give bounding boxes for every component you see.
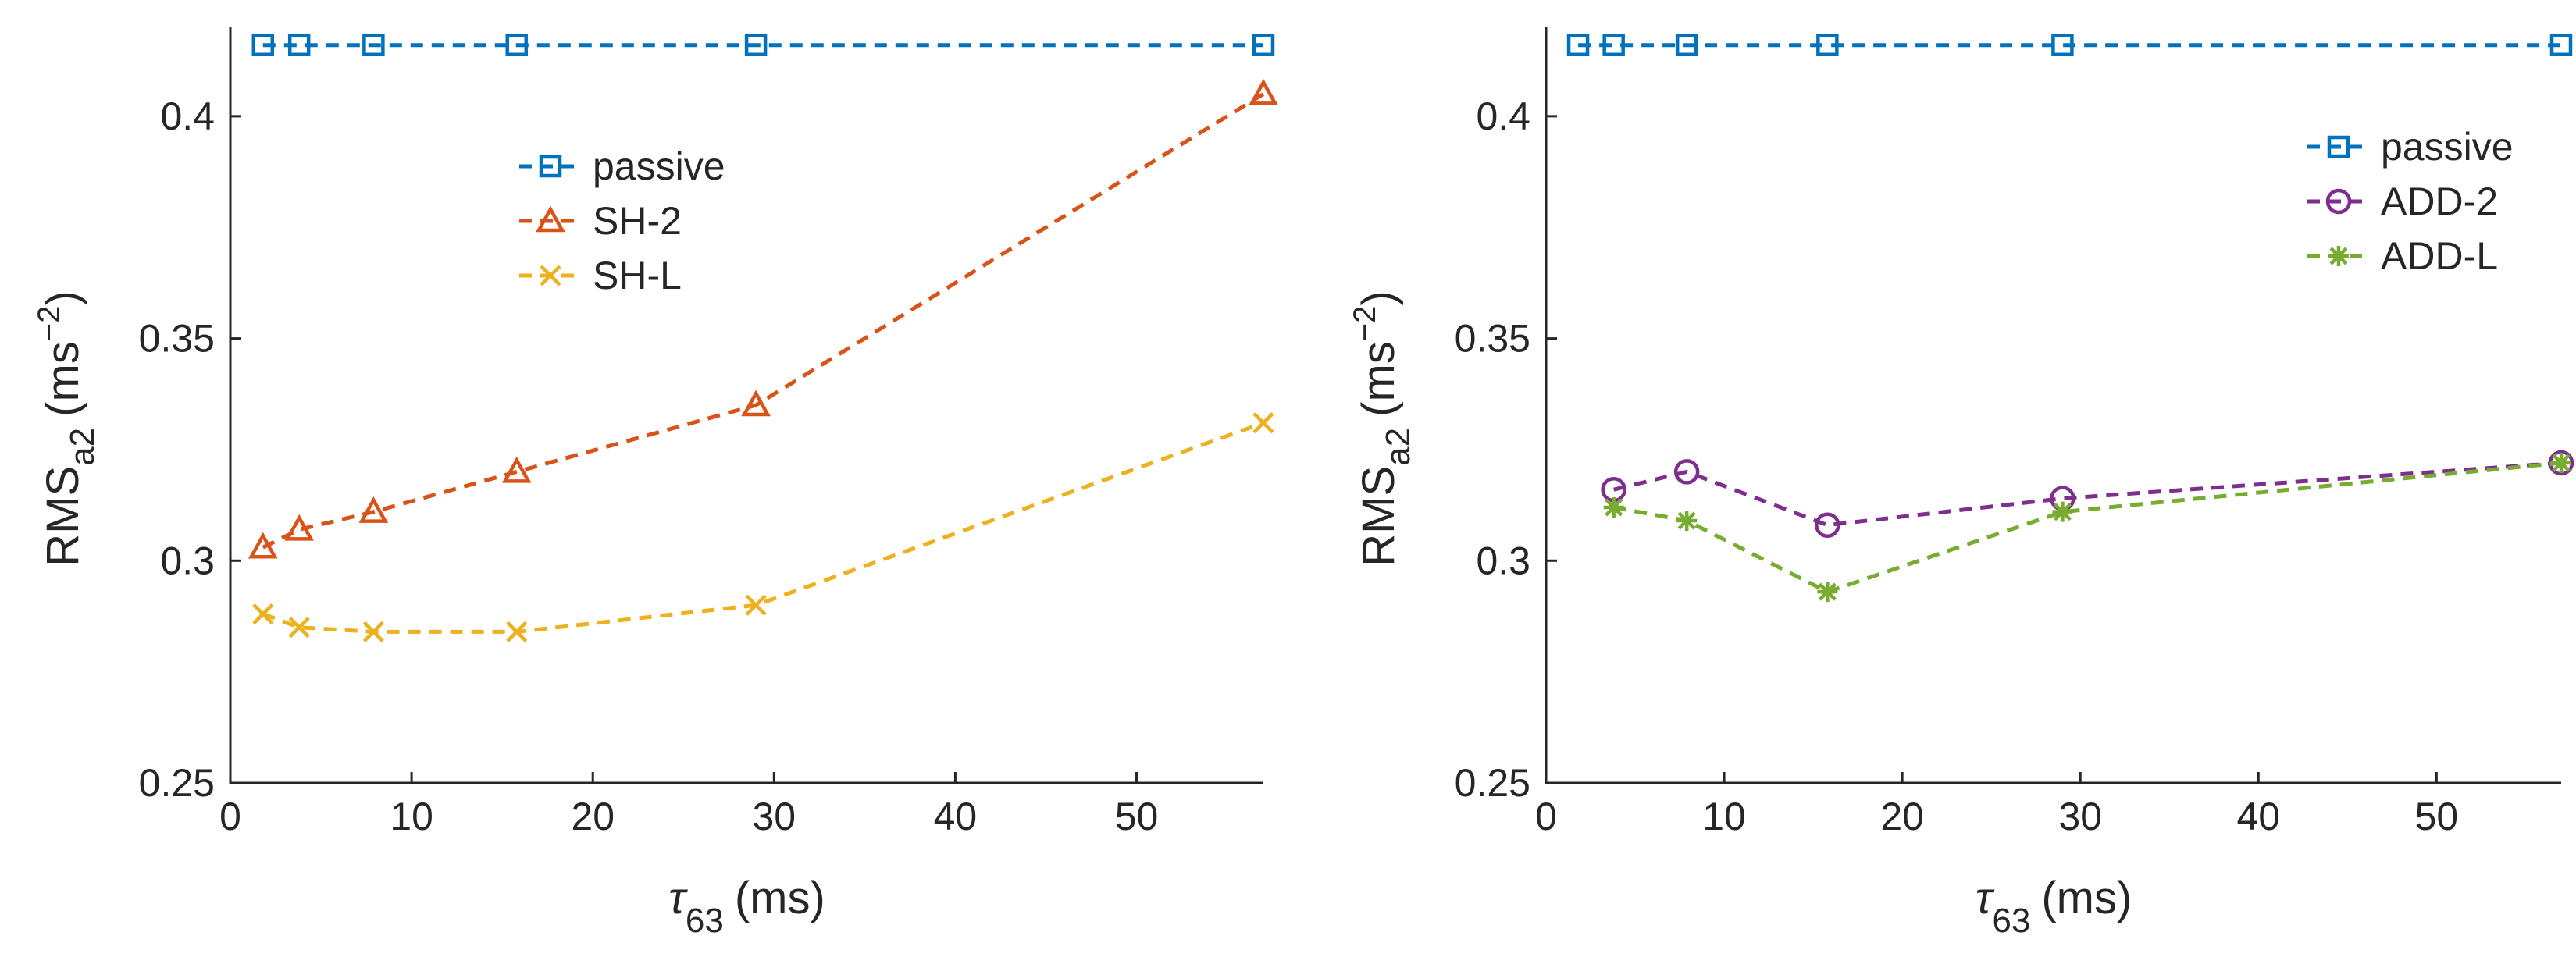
legend-marker (2327, 135, 2350, 158)
x-tick-label: 20 (571, 795, 615, 838)
x-tick-label: 40 (2236, 795, 2280, 838)
data-point (1676, 511, 1698, 532)
y-tick-label: 0.25 (1455, 761, 1530, 805)
data-point (2052, 501, 2073, 522)
axes-frame (229, 27, 1263, 784)
data-point (501, 456, 532, 483)
series-add-l (1603, 453, 2571, 603)
legend-label: ADD-2 (2381, 180, 2498, 223)
legend-marker (2328, 246, 2349, 266)
data-point (251, 34, 275, 57)
series-line (262, 421, 1264, 634)
x-tick-label: 10 (1702, 795, 1746, 838)
x-tick-label: 50 (1115, 795, 1159, 838)
series-sh-l (252, 412, 1274, 642)
x-tick-label: 0 (219, 795, 241, 838)
x-axis-symbol: τ (1976, 873, 1995, 923)
data-point (2551, 453, 2571, 474)
x-axis-symbol: τ (668, 873, 688, 923)
y-axis-main: RMS (1353, 466, 1404, 567)
series-line (262, 92, 1265, 550)
y-tick-label: 0.4 (1476, 94, 1530, 138)
legend-label: SH-2 (593, 199, 682, 243)
y-axis-unit-exp: −2 (32, 306, 66, 342)
y-axis-label: RMSa2 (ms−2) (1348, 290, 1417, 566)
series-sh-2 (248, 78, 1278, 559)
legend: passive SH-2 SH-L (519, 144, 725, 297)
data-point (362, 621, 384, 642)
legend-label: SH-L (593, 254, 682, 297)
x-axis-label: τ63 (ms) (1976, 873, 2132, 940)
y-axis-main: RMS (37, 466, 88, 567)
data-point (741, 390, 771, 417)
legend: passive ADD-2 ADD-L (2307, 125, 2514, 278)
data-point (1815, 512, 1840, 538)
x-tick-label: 20 (1880, 795, 1924, 838)
data-point (287, 34, 311, 57)
x-tick-label: 50 (2415, 795, 2459, 838)
y-axis-subscript: a2 (1379, 428, 1417, 466)
data-point (1566, 34, 1590, 57)
legend-marker (540, 265, 561, 286)
data-point (1249, 78, 1278, 105)
x-axis-unit: (ms) (735, 873, 825, 923)
y-axis-unit-open: (ms (1353, 341, 1404, 417)
data-point (2549, 34, 2573, 57)
x-tick-label: 10 (390, 795, 433, 838)
y-tick-label: 0.35 (1455, 317, 1530, 361)
data-point (744, 34, 768, 57)
y-tick-label: 0.25 (139, 761, 215, 805)
y-tick-label: 0.3 (1476, 539, 1530, 582)
data-point (1817, 582, 1838, 603)
y-tick-label: 0.35 (139, 317, 215, 361)
data-point (1816, 34, 1839, 57)
data-point (1252, 412, 1274, 434)
series-line (1613, 461, 2562, 594)
legend-marker (539, 155, 562, 178)
legend-label: passive (2381, 125, 2514, 169)
x-tick-label: 30 (753, 795, 796, 838)
x-axis-label: τ63 (ms) (668, 873, 825, 940)
data-point (362, 34, 385, 57)
series-passive (1566, 34, 2573, 57)
data-point (506, 621, 528, 642)
data-point (252, 603, 274, 625)
x-axis-subscript: 63 (1992, 902, 2030, 940)
data-point (288, 617, 310, 639)
legend-marker (2325, 188, 2352, 215)
x-axis-unit: (ms) (2041, 873, 2132, 923)
y-axis-unit-exp: −2 (1348, 306, 1382, 342)
legend-marker (536, 205, 565, 233)
x-tick-label: 40 (934, 795, 978, 838)
y-axis-subscript: a2 (63, 428, 102, 466)
y-axis-unit-open: (ms (37, 341, 88, 417)
chart-panel-1: 0 10 20 30 40 50 0.25 0.3 0.35 0.4 τ63 (ms) RMSa2 (ms… (32, 27, 1278, 940)
data-point (358, 496, 389, 523)
y-axis-label: RMSa2 (ms−2) (32, 290, 102, 566)
y-axis-unit-close: ) (1353, 290, 1404, 305)
chart-panel-2: 0 10 20 30 40 50 0.25 0.3 0.35 0.4 τ63 (ms) RMSa2 (ms… (1348, 27, 2574, 940)
data-point (505, 34, 528, 57)
legend-label: passive (593, 144, 725, 188)
data-point (248, 532, 278, 559)
x-tick-label: 0 (1535, 795, 1557, 838)
data-point (1673, 459, 1700, 485)
series-add-2 (1601, 450, 2574, 538)
data-point (1252, 34, 1275, 57)
y-tick-label: 0.3 (160, 539, 215, 582)
legend-label: ADD-L (2381, 234, 2498, 278)
x-tick-label: 30 (2058, 795, 2102, 838)
data-point (1675, 34, 1698, 57)
data-point (1602, 34, 1625, 57)
data-point (1603, 496, 1624, 518)
series-passive (251, 34, 1275, 57)
data-point (284, 514, 315, 541)
data-point (2051, 34, 2074, 57)
data-point (745, 594, 767, 616)
y-axis-unit-close: ) (37, 290, 88, 305)
x-axis-subscript: 63 (686, 902, 724, 940)
y-tick-label: 0.4 (160, 94, 215, 138)
series-line (1613, 461, 2562, 528)
